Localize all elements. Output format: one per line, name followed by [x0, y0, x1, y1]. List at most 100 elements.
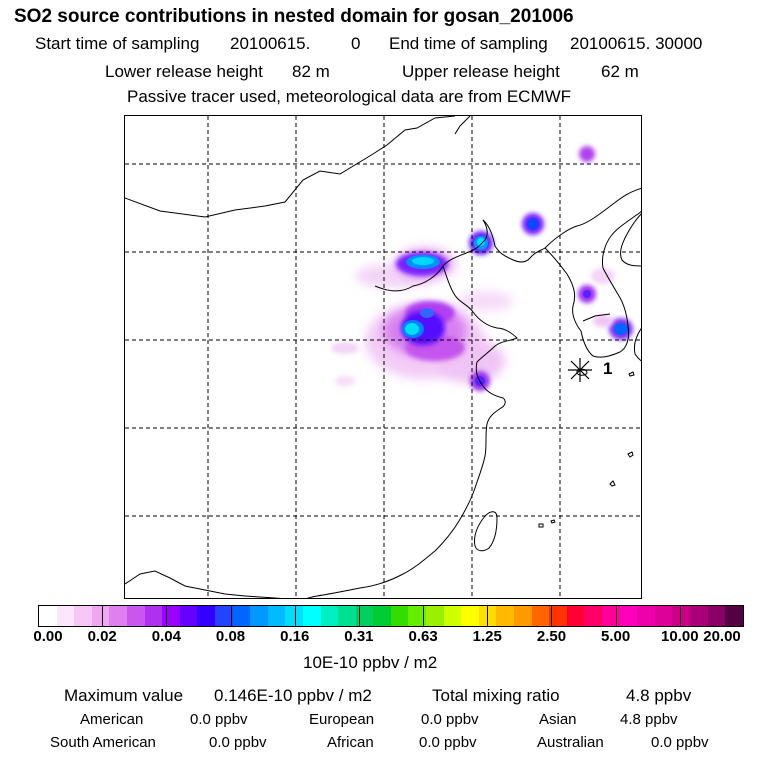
- colorbar-cell: [496, 606, 515, 626]
- colorbar-cell: [355, 606, 374, 626]
- region-south-american-value: 0.0 ppbv: [209, 734, 267, 751]
- colorbar-cell: [197, 606, 215, 626]
- region-australian-name: Australian: [537, 734, 604, 751]
- coastlines: [125, 116, 641, 598]
- region-european-name: European: [309, 711, 375, 728]
- colorbar-cell: [232, 606, 251, 626]
- hotspot-korea-south: [614, 323, 628, 335]
- colorbar-cell: [267, 606, 286, 626]
- colorbar-tick-label: 0.08: [215, 628, 246, 645]
- plume-far-west: [331, 342, 359, 354]
- coast-east-china: [306, 361, 506, 598]
- concentration-field: [331, 146, 633, 391]
- map-canvas: 1: [125, 116, 641, 598]
- island-ryukyu-2: [627, 451, 634, 458]
- colorbar-tick-label: 1.25: [472, 628, 502, 645]
- lower-height-label: Lower release height: [105, 62, 263, 81]
- receptor-marker: [568, 358, 592, 382]
- colorbar-tick-label: 0.31: [344, 628, 374, 645]
- plume-korea-west: [457, 291, 513, 311]
- coast-japan-east: [620, 213, 641, 267]
- colorbar-cell: [637, 606, 655, 626]
- hotspot-hebei-core: [405, 323, 419, 335]
- colorbar-cell: [338, 606, 356, 626]
- colorbar-cell: [285, 606, 303, 626]
- coast-shandong: [442, 265, 518, 363]
- colorbar-cell: [214, 606, 233, 626]
- tracer-note: Passive tracer used, meteorological data…: [127, 87, 572, 106]
- hotspot-hebei-north: [420, 308, 434, 318]
- region-african-value: 0.0 ppbv: [419, 734, 477, 751]
- start-time-value: 20100615.: [230, 34, 311, 53]
- end-time-value: 20100615. 30000: [570, 34, 703, 53]
- colorbar: [38, 605, 744, 627]
- region-african-name: African: [327, 734, 374, 751]
- border-china-korea: [544, 188, 641, 249]
- island-ryukyu-4: [538, 523, 544, 528]
- region-asian-name: Asian: [539, 711, 577, 728]
- island-kyushu: [634, 328, 641, 362]
- end-time-label: End time of sampling: [389, 34, 548, 53]
- colorbar-cell: [689, 606, 708, 626]
- border-mongolia-china: [125, 116, 456, 218]
- colorbar-cell: [144, 606, 163, 626]
- graticule: [125, 116, 641, 598]
- colorbar-tick-label: 0.63: [408, 628, 438, 645]
- island-ryukyu-5: [550, 519, 556, 524]
- colorbar-cell: [566, 606, 585, 626]
- coast-korea: [544, 210, 641, 358]
- coast-liaodong: [482, 219, 546, 263]
- island-ryukyu-3: [609, 480, 616, 487]
- colorbar-tick-label: 5.00: [601, 628, 631, 645]
- total-mixing-value: 4.8 ppbv: [626, 686, 692, 705]
- upper-height-value: 62 m: [601, 62, 639, 81]
- colorbar-cell: [109, 606, 127, 626]
- colorbar-cell: [531, 606, 550, 626]
- start-time-hour: 0: [351, 34, 361, 53]
- colorbar-cell: [302, 606, 321, 626]
- colorbar-tick-label: 2.50: [536, 628, 567, 645]
- colorbar-cell: [602, 606, 620, 626]
- plot-title: SO2 source contributions in nested domai…: [14, 6, 574, 27]
- hotspot-dalian-core: [477, 238, 485, 246]
- colorbar-cell: [390, 606, 409, 626]
- colorbar-cell: [408, 606, 427, 626]
- colorbar-cell: [725, 606, 743, 626]
- plume-seoul: [593, 315, 613, 327]
- colorbar-tick-label: 0.16: [280, 628, 310, 645]
- hotspot-beijing-core: [412, 257, 434, 265]
- receptor-label: 1: [603, 359, 612, 378]
- colorbar-cell: [91, 606, 110, 626]
- hotspot-shenyang: [527, 218, 539, 230]
- colorbar-cell: [549, 606, 567, 626]
- colorbar-cell: [461, 606, 479, 626]
- colorbar-cell: [373, 606, 391, 626]
- region-european-value: 0.0 ppbv: [421, 711, 479, 728]
- plume-korea: [591, 268, 615, 284]
- colorbar-cell: [179, 606, 198, 626]
- colorbar-cell: [707, 606, 726, 626]
- lower-height-value: 82 m: [292, 62, 330, 81]
- colorbar-cell: [514, 606, 532, 626]
- colorbar-cell: [443, 606, 462, 626]
- colorbar-cell: [654, 606, 673, 626]
- colorbar-cell: [619, 606, 638, 626]
- colorbar-cell: [584, 606, 602, 626]
- coast-south-china: [125, 570, 282, 598]
- colorbar-cell: [320, 606, 339, 626]
- plume-southwest: [335, 376, 355, 386]
- colorbar-cell: [56, 606, 75, 626]
- colorbar-cell: [39, 606, 57, 626]
- coast-bohai: [374, 219, 488, 292]
- total-mixing-label: Total mixing ratio: [432, 686, 560, 705]
- upper-height-label: Upper release height: [402, 62, 560, 81]
- colorbar-tick-label: 0.04: [151, 628, 181, 645]
- border-northeast: [454, 116, 471, 135]
- region-australian-value: 0.0 ppbv: [651, 734, 709, 751]
- colorbar-cell: [126, 606, 145, 626]
- colorbar-tick-label: 0.02: [87, 628, 117, 645]
- hotspot-changchun: [579, 146, 595, 162]
- colorbar-units: 10E-10 ppbv / m2: [303, 653, 438, 672]
- map-panel: 1: [124, 115, 642, 599]
- max-value: 0.146E-10 ppbv / m2: [214, 686, 372, 705]
